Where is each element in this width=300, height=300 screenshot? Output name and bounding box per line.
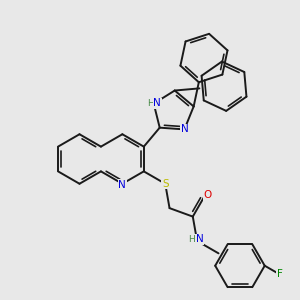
Text: N: N	[181, 124, 188, 134]
Text: O: O	[203, 190, 212, 200]
Text: N: N	[153, 98, 161, 108]
Text: F: F	[277, 269, 283, 279]
Text: N: N	[196, 234, 203, 244]
Text: H: H	[189, 235, 195, 244]
Text: H: H	[147, 99, 154, 108]
Text: N: N	[118, 180, 126, 190]
Text: S: S	[162, 179, 169, 189]
